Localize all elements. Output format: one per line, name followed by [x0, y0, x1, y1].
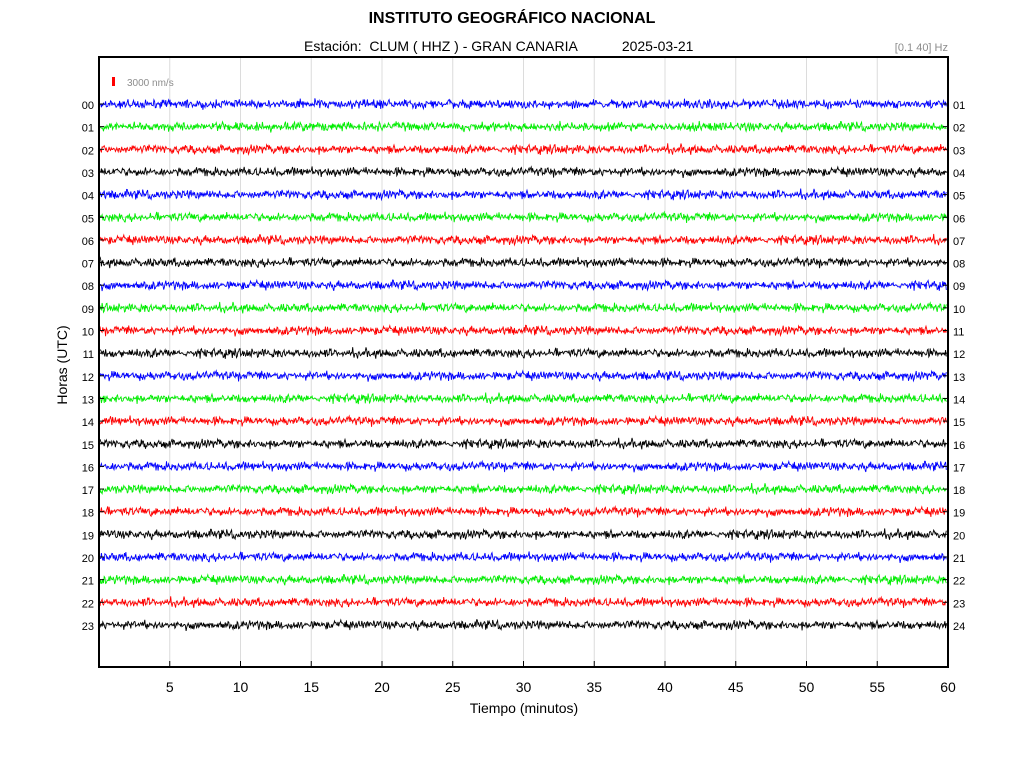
x-tick-label: 40 [657, 679, 673, 695]
chart-title: INSTITUTO GEOGRÁFICO NACIONAL [368, 10, 656, 27]
trace-hour-16 [99, 459, 947, 473]
hour-label-left: 22 [82, 598, 94, 610]
trace-hour-23 [99, 618, 947, 631]
station-name: CLUM ( HHZ ) - GRAN CANARIA [369, 38, 578, 54]
hour-label-left: 13 [82, 394, 94, 406]
hour-label-left: 12 [82, 372, 94, 384]
trace-hour-10 [99, 324, 947, 338]
x-tick-label: 15 [303, 679, 319, 695]
trace-hour-00 [99, 98, 947, 111]
hour-label-left: 07 [82, 259, 94, 271]
trace-hour-05 [99, 210, 947, 224]
hour-label-right: 04 [953, 168, 965, 180]
hour-label-left: 19 [82, 530, 94, 542]
trace-hour-13 [99, 392, 947, 405]
hour-label-right: 12 [953, 349, 965, 361]
hour-label-right: 08 [953, 259, 965, 271]
hour-label-left: 09 [82, 304, 94, 316]
filter-band: [0.1 40] Hz [894, 42, 948, 54]
record-date: 2025-03-21 [621, 38, 694, 54]
x-tick-label: 20 [374, 679, 390, 695]
hour-label-left: 11 [83, 349, 94, 361]
hour-label-right: 22 [953, 576, 965, 588]
chart-subtitle: Estación: CLUM ( HHZ ) - GRAN CANARIA 202… [304, 38, 693, 54]
traces [99, 98, 947, 631]
x-axis-label: Tiempo (minutos) [469, 700, 579, 716]
hour-label-right: 02 [953, 123, 965, 135]
hour-label-left: 05 [82, 213, 94, 225]
x-tick-label: 25 [445, 679, 461, 695]
trace-hour-14 [99, 414, 947, 428]
station-label: Estación: [304, 38, 362, 54]
hour-label-left: 18 [82, 508, 94, 520]
trace-hour-11 [99, 346, 947, 359]
hour-label-left: 10 [82, 327, 94, 339]
x-tick-label: 35 [586, 679, 602, 695]
x-ticks: 5 10 15 20 25 30 35 40 45 50 55 60 [166, 661, 956, 695]
hour-label-right: 13 [953, 372, 965, 384]
hour-label-left: 01 [82, 123, 94, 135]
trace-hour-06 [99, 233, 947, 247]
hour-label-left: 21 [82, 576, 94, 588]
hour-label-right: 17 [953, 462, 965, 474]
x-tick-label: 45 [728, 679, 744, 695]
trace-hour-20 [99, 550, 947, 563]
hour-label-left: 16 [82, 462, 94, 474]
hour-label-right: 24 [953, 621, 965, 633]
hour-label-right: 18 [953, 485, 965, 497]
hour-label-right: 15 [953, 417, 965, 429]
hour-label-left: 20 [82, 553, 94, 565]
scale-bar [112, 77, 115, 86]
x-tick-label: 5 [166, 679, 174, 695]
hour-label-left: 14 [82, 417, 94, 429]
trace-hour-02 [99, 143, 947, 156]
trace-hour-03 [99, 165, 947, 178]
trace-hour-12 [99, 369, 947, 383]
trace-hour-07 [99, 255, 947, 269]
scale-label: 3000 nm/s [127, 78, 174, 89]
hour-label-left: 23 [82, 621, 94, 633]
hour-label-left: 08 [82, 281, 94, 293]
trace-hour-04 [99, 188, 947, 202]
hour-label-right: 21 [953, 553, 965, 565]
trace-hour-18 [99, 505, 947, 518]
hour-label-right: 20 [953, 530, 965, 542]
hour-label-right: 23 [953, 598, 965, 610]
trace-hour-22 [99, 595, 947, 609]
hour-label-right: 03 [953, 145, 965, 157]
x-tick-label: 30 [516, 679, 532, 695]
hour-label-right: 14 [953, 394, 965, 406]
hour-label-right: 19 [953, 508, 965, 520]
hour-label-left: 17 [82, 485, 94, 497]
hour-label-left: 04 [82, 191, 94, 203]
trace-hour-19 [99, 528, 947, 541]
hour-label-right: 05 [953, 191, 965, 203]
hour-label-left: 00 [82, 100, 94, 112]
trace-hour-09 [99, 301, 947, 314]
trace-hour-15 [99, 437, 947, 450]
hour-label-right: 11 [953, 327, 964, 339]
trace-hour-01 [99, 120, 947, 133]
hour-label-right: 01 [953, 100, 965, 112]
hour-label-left: 15 [82, 440, 94, 452]
hour-label-right: 10 [953, 304, 965, 316]
x-tick-label: 50 [799, 679, 815, 695]
x-tick-label: 10 [233, 679, 249, 695]
trace-hour-08 [100, 278, 947, 292]
hour-label-left: 02 [82, 145, 94, 157]
hour-label-right: 07 [953, 236, 965, 248]
hour-label-right: 16 [953, 440, 965, 452]
hour-label-left: 06 [82, 236, 94, 248]
hour-labels: 00 01 01 02 02 03 03 04 04 05 05 06 06 07 07 08 08 09 09 10… [82, 100, 966, 633]
trace-hour-17 [99, 482, 947, 495]
x-tick-label: 60 [940, 679, 956, 695]
trace-hour-21 [99, 573, 947, 586]
hour-label-left: 03 [82, 168, 94, 180]
x-tick-label: 55 [869, 679, 885, 695]
hour-label-right: 09 [953, 281, 965, 293]
hour-label-right: 06 [953, 213, 965, 225]
